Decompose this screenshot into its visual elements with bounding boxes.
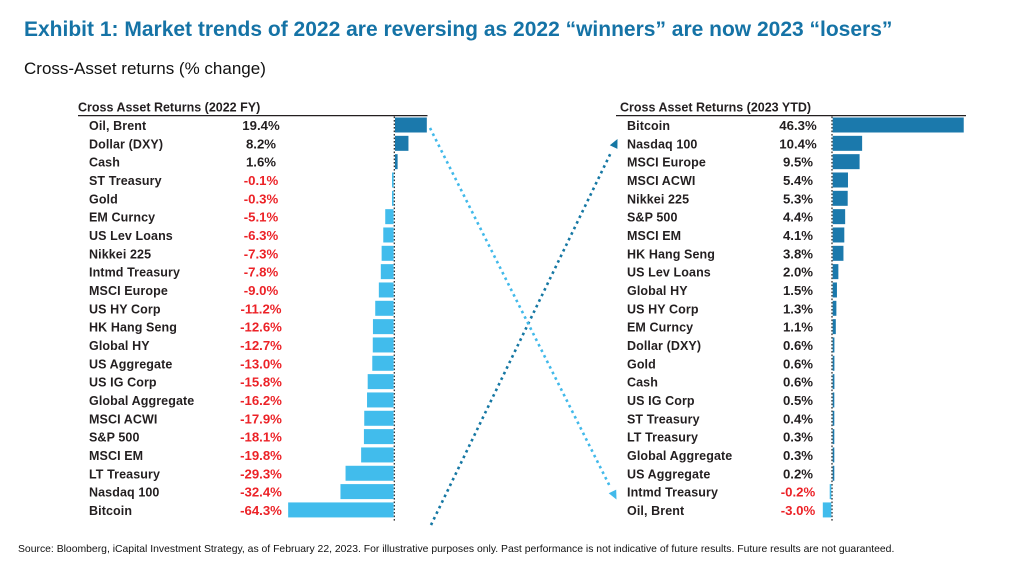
svg-text:HK Hang Seng: HK Hang Seng bbox=[627, 247, 715, 261]
svg-text:0.4%: 0.4% bbox=[783, 411, 813, 426]
svg-text:MSCI Europe: MSCI Europe bbox=[89, 284, 168, 298]
svg-text:Nikkei 225: Nikkei 225 bbox=[89, 247, 151, 261]
svg-text:5.4%: 5.4% bbox=[783, 173, 813, 188]
svg-text:-16.2%: -16.2% bbox=[240, 393, 282, 408]
svg-text:-9.0%: -9.0% bbox=[244, 283, 279, 298]
svg-text:MSCI Europe: MSCI Europe bbox=[627, 156, 706, 170]
svg-text:EM Curncy: EM Curncy bbox=[627, 321, 693, 335]
svg-text:0.6%: 0.6% bbox=[783, 338, 813, 353]
svg-text:2.0%: 2.0% bbox=[783, 265, 813, 280]
svg-text:-64.3%: -64.3% bbox=[240, 503, 282, 518]
svg-text:MSCI ACWI: MSCI ACWI bbox=[89, 412, 157, 426]
svg-text:Oil, Brent: Oil, Brent bbox=[627, 504, 685, 518]
svg-text:-19.8%: -19.8% bbox=[240, 448, 282, 463]
svg-text:HK Hang Seng: HK Hang Seng bbox=[89, 321, 177, 335]
svg-text:9.5%: 9.5% bbox=[783, 155, 813, 170]
svg-text:-11.2%: -11.2% bbox=[240, 301, 281, 316]
svg-text:8.2%: 8.2% bbox=[246, 136, 276, 151]
svg-text:Cross Asset Returns (2022 FY): Cross Asset Returns (2022 FY) bbox=[78, 101, 260, 115]
svg-text:-15.8%: -15.8% bbox=[240, 375, 282, 390]
svg-text:Nikkei 225: Nikkei 225 bbox=[627, 192, 689, 206]
svg-text:Intmd Treasury: Intmd Treasury bbox=[627, 486, 718, 500]
svg-text:-6.3%: -6.3% bbox=[244, 228, 279, 243]
svg-text:Bitcoin: Bitcoin bbox=[627, 119, 670, 133]
svg-text:Dollar (DXY): Dollar (DXY) bbox=[89, 137, 163, 151]
svg-text:46.3%: 46.3% bbox=[779, 118, 817, 133]
svg-text:1.6%: 1.6% bbox=[246, 155, 276, 170]
svg-text:Gold: Gold bbox=[89, 192, 118, 206]
svg-text:Bitcoin: Bitcoin bbox=[89, 504, 132, 518]
svg-text:Cash: Cash bbox=[627, 376, 658, 390]
svg-text:MSCI EM: MSCI EM bbox=[89, 449, 143, 463]
svg-text:MSCI ACWI: MSCI ACWI bbox=[627, 174, 695, 188]
svg-text:ST Treasury: ST Treasury bbox=[627, 412, 700, 426]
svg-text:Nasdaq 100: Nasdaq 100 bbox=[89, 486, 159, 500]
svg-text:US Aggregate: US Aggregate bbox=[627, 467, 710, 481]
svg-text:Gold: Gold bbox=[627, 357, 656, 371]
svg-text:US IG Corp: US IG Corp bbox=[89, 376, 157, 390]
svg-text:-29.3%: -29.3% bbox=[240, 466, 282, 481]
svg-text:LT Treasury: LT Treasury bbox=[627, 431, 698, 445]
svg-text:Global Aggregate: Global Aggregate bbox=[627, 449, 732, 463]
svg-text:-12.7%: -12.7% bbox=[240, 338, 282, 353]
svg-text:US Lev Loans: US Lev Loans bbox=[89, 229, 173, 243]
svg-text:0.3%: 0.3% bbox=[783, 430, 813, 445]
svg-text:0.6%: 0.6% bbox=[783, 375, 813, 390]
svg-text:-12.6%: -12.6% bbox=[240, 320, 282, 335]
svg-text:ST Treasury: ST Treasury bbox=[89, 174, 162, 188]
svg-text:4.1%: 4.1% bbox=[783, 228, 813, 243]
svg-text:US HY Corp: US HY Corp bbox=[89, 302, 161, 316]
svg-text:US HY Corp: US HY Corp bbox=[627, 302, 699, 316]
svg-text:-0.3%: -0.3% bbox=[244, 191, 279, 206]
svg-text:1.3%: 1.3% bbox=[783, 301, 813, 316]
svg-text:US IG Corp: US IG Corp bbox=[627, 394, 695, 408]
svg-text:0.6%: 0.6% bbox=[783, 356, 813, 371]
svg-text:-7.8%: -7.8% bbox=[244, 265, 279, 280]
svg-text:Global HY: Global HY bbox=[627, 284, 688, 298]
svg-text:-17.9%: -17.9% bbox=[240, 411, 282, 426]
svg-text:0.3%: 0.3% bbox=[783, 448, 813, 463]
svg-text:1.5%: 1.5% bbox=[783, 283, 813, 298]
svg-text:Global Aggregate: Global Aggregate bbox=[89, 394, 194, 408]
svg-text:LT Treasury: LT Treasury bbox=[89, 467, 160, 481]
svg-text:1.1%: 1.1% bbox=[783, 320, 813, 335]
svg-text:S&P 500: S&P 500 bbox=[89, 431, 140, 445]
svg-text:-5.1%: -5.1% bbox=[244, 210, 279, 225]
svg-text:5.3%: 5.3% bbox=[783, 191, 813, 206]
svg-text:-0.2%: -0.2% bbox=[781, 485, 816, 500]
svg-text:MSCI EM: MSCI EM bbox=[627, 229, 681, 243]
svg-text:10.4%: 10.4% bbox=[779, 136, 817, 151]
svg-text:-3.0%: -3.0% bbox=[781, 503, 816, 518]
svg-text:-7.3%: -7.3% bbox=[244, 246, 279, 261]
svg-text:3.8%: 3.8% bbox=[783, 246, 813, 261]
svg-text:Cross Asset Returns (2023 YTD): Cross Asset Returns (2023 YTD) bbox=[620, 101, 811, 115]
svg-text:EM Curncy: EM Curncy bbox=[89, 211, 155, 225]
svg-text:-13.0%: -13.0% bbox=[240, 356, 282, 371]
svg-text:19.4%: 19.4% bbox=[242, 118, 280, 133]
svg-text:Global HY: Global HY bbox=[89, 339, 150, 353]
svg-text:0.2%: 0.2% bbox=[783, 466, 813, 481]
svg-text:Dollar (DXY): Dollar (DXY) bbox=[627, 339, 701, 353]
svg-text:-18.1%: -18.1% bbox=[240, 430, 282, 445]
svg-text:-32.4%: -32.4% bbox=[240, 485, 282, 500]
svg-text:S&P 500: S&P 500 bbox=[627, 211, 678, 225]
svg-text:Nasdaq 100: Nasdaq 100 bbox=[627, 137, 697, 151]
svg-text:4.4%: 4.4% bbox=[783, 210, 813, 225]
svg-text:US Aggregate: US Aggregate bbox=[89, 357, 172, 371]
svg-text:Cash: Cash bbox=[89, 156, 120, 170]
svg-text:Intmd Treasury: Intmd Treasury bbox=[89, 266, 180, 280]
svg-text:-0.1%: -0.1% bbox=[244, 173, 279, 188]
svg-text:Oil, Brent: Oil, Brent bbox=[89, 119, 147, 133]
svg-text:0.5%: 0.5% bbox=[783, 393, 813, 408]
svg-text:US Lev Loans: US Lev Loans bbox=[627, 266, 711, 280]
